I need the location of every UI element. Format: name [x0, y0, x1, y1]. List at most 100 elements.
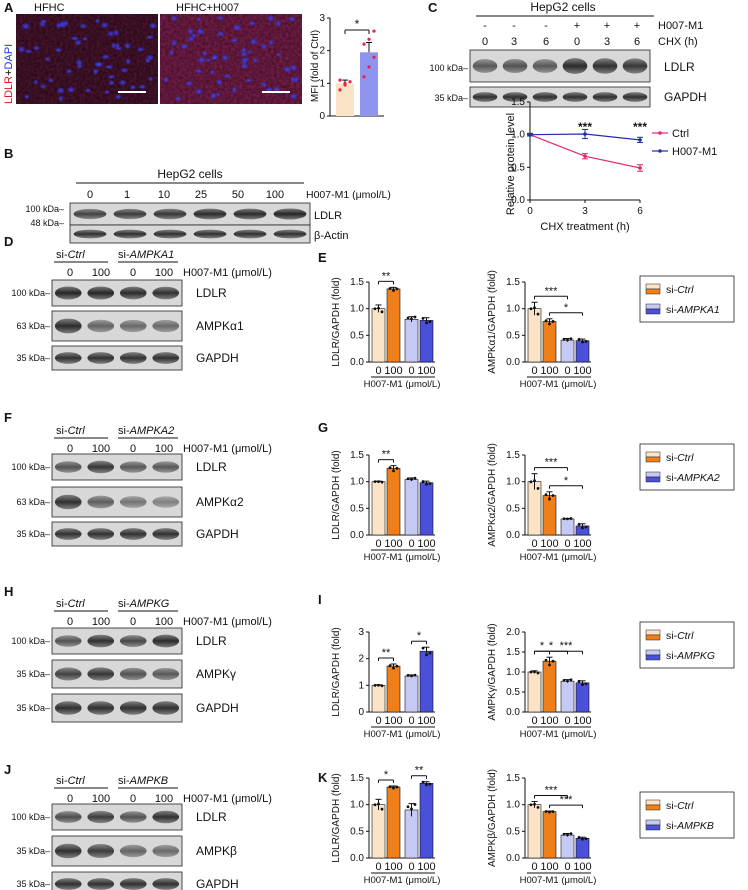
si-target-label: si-AMPKA1 [118, 249, 174, 261]
dose-label: 0 [67, 443, 73, 455]
y-axis-label: LDLR/GAPDH (fold) [331, 773, 342, 862]
y-tick-label: 2.0 [506, 627, 520, 638]
data-point [533, 306, 536, 310]
band-label: LDLR [314, 210, 342, 222]
y-axis-label: AMPKγ/GAPDH (fold) [487, 623, 498, 720]
sig-label: *** [545, 285, 559, 297]
data-point [533, 670, 536, 674]
chx-time: 6 [634, 36, 640, 48]
x-tick-label: 0 [531, 365, 537, 377]
blot-band [87, 460, 115, 474]
data-point [406, 674, 410, 677]
nucleus-dot [54, 47, 62, 53]
legend-label: Ctrl [672, 128, 689, 140]
data-point [377, 480, 380, 483]
nucleus-dot [240, 51, 248, 57]
nucleus-dot [275, 20, 282, 27]
sig-label: * [417, 630, 422, 642]
nucleus-dot [191, 33, 197, 38]
x-tick-label: 100 [540, 715, 558, 727]
band-label: AMPKα1 [196, 319, 244, 333]
blot-header: HepG2 cells [530, 0, 595, 14]
nucleus-dot [283, 66, 292, 73]
blot-band [193, 229, 227, 239]
data-point [377, 306, 380, 310]
sig-label: * [384, 769, 389, 781]
data-point [362, 42, 366, 46]
nucleus-dot [185, 80, 193, 86]
band-label: GAPDH [196, 351, 239, 365]
data-point [421, 780, 425, 784]
nucleus-dot [120, 67, 129, 73]
nucleus-dot [125, 58, 131, 65]
data-point [392, 666, 395, 670]
bar [560, 339, 575, 363]
dose-label: 0 [67, 267, 73, 279]
y-tick-label: 1.5 [350, 277, 364, 288]
data-point [581, 526, 584, 530]
band-label: LDLR [196, 634, 227, 648]
blot-band [152, 844, 180, 858]
data-point [392, 289, 395, 292]
bar [575, 340, 590, 363]
data-point [584, 525, 588, 529]
data-point [367, 65, 371, 69]
band-label: GAPDH [664, 90, 707, 104]
legend-label: si-AMPKA1 [666, 304, 720, 316]
legend-label: si-Ctrl [666, 284, 694, 296]
nucleus-dot [18, 46, 25, 53]
y-axis-label: Relative protein level [505, 113, 517, 215]
y-axis-label: LDLR/GAPDH (fold) [331, 450, 342, 539]
data-point [544, 493, 548, 497]
sig-label: *** [560, 640, 574, 652]
bar [560, 518, 575, 536]
data-point [638, 138, 642, 142]
data-point [584, 682, 588, 686]
bar [371, 804, 386, 859]
nucleus-dot [107, 30, 114, 37]
y-tick-label: 0.5 [506, 687, 520, 698]
bar [542, 660, 557, 713]
nucleus-dot [24, 49, 33, 54]
bar [386, 665, 401, 713]
data-point [388, 287, 392, 290]
blot-band [119, 286, 147, 300]
marker-label: 100 kDa– [11, 288, 50, 298]
legend-box [639, 275, 735, 323]
treatment-sign: + [634, 20, 640, 32]
y-axis-label: AMPKα2/GAPDH (fold) [487, 443, 498, 547]
marker-label: 35 kDa– [434, 93, 468, 103]
x-axis-label: H007-M1 (μmol/L) [364, 379, 441, 390]
y-axis-label: AMPKβ/GAPDH (fold) [487, 769, 498, 867]
data-point [577, 338, 581, 341]
data-point [428, 651, 432, 655]
data-point [362, 75, 366, 79]
image-title-hfhc-h007: HFHC+H007 [176, 2, 239, 14]
data-point [584, 837, 588, 841]
band-label: GAPDH [196, 877, 239, 890]
bar [527, 804, 542, 859]
y-axis-label: AMPKα1/GAPDH (fold) [487, 270, 498, 374]
micrograph-grain [160, 14, 302, 104]
legend-swatch [645, 799, 661, 806]
nucleus-dot [180, 43, 189, 50]
data-point [533, 802, 536, 806]
data-point [410, 674, 413, 678]
blot-band [119, 701, 147, 715]
row-label: H007-M1 [658, 20, 703, 32]
blot-band [119, 496, 147, 508]
blot-band [622, 58, 648, 74]
legend-label: si-AMPKB [666, 820, 714, 832]
blot-band [562, 58, 588, 74]
data-point [529, 307, 533, 311]
legend-label: si-Ctrl [666, 800, 694, 812]
y-axis-label: MFI (fold of Ctrl) [310, 30, 321, 102]
nucleus-dot [44, 56, 51, 62]
data-point [529, 480, 533, 484]
data-point [425, 783, 428, 787]
blot-frame [51, 871, 183, 890]
data-point [581, 683, 584, 687]
data-point [562, 678, 566, 682]
